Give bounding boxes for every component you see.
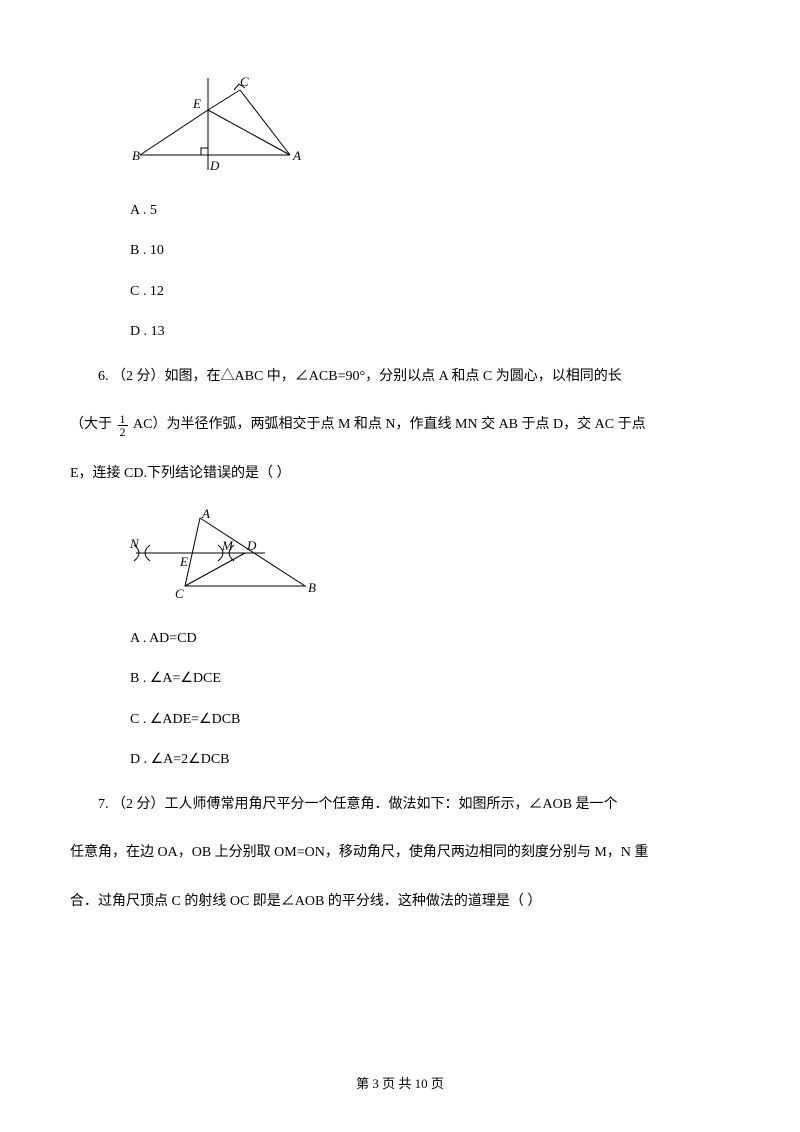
q5-option-a: A . 5: [130, 200, 730, 222]
fig1-svg: B D A E C: [130, 70, 320, 180]
q5-option-b: B . 10: [130, 240, 730, 262]
page-content: B D A E C A . 5 B . 10 C . 12 D . 13 6. …: [0, 0, 800, 976]
page-footer: 第 3 页 共 10 页: [0, 1073, 800, 1092]
fig2-label-C: C: [175, 586, 184, 601]
fig2-label-B: B: [308, 580, 316, 595]
fig2-svg: A N E M D C B: [130, 508, 330, 608]
fig2-label-D: D: [246, 538, 257, 553]
q6-stem-2a: （大于: [70, 417, 116, 432]
fig1-label-C: C: [240, 74, 249, 89]
q6-stem-line3: E，连接 CD.下列结论错误的是（ ）: [70, 459, 730, 490]
q6-stem-line1: 6. （2 分）如图，在△ABC 中，∠ACB=90°，分别以点 A 和点 C …: [70, 362, 730, 393]
q6-stem-2b: AC）为半径作弧，两弧相交于点 M 和点 N，作直线 MN 交 AB 于点 D，…: [130, 417, 646, 432]
figure-triangle-acb: A N E M D C B: [130, 508, 730, 608]
fig2-label-N: N: [130, 536, 140, 551]
fig1-label-E: E: [192, 96, 201, 111]
fig1-label-B: B: [132, 148, 140, 163]
q7-stem-line1: 7. （2 分）工人师傅常用角尺平分一个任意角．做法如下：如图所示，∠AOB 是…: [70, 790, 730, 821]
q6-option-a: A . AD=CD: [130, 628, 730, 650]
frac-num: 1: [118, 413, 128, 426]
q7-stem-line3: 合．过角尺顶点 C 的射线 OC 即是∠AOB 的平分线．这种做法的道理是（ ）: [70, 887, 730, 918]
fig2-label-M: M: [221, 538, 234, 553]
q6-option-b: B . ∠A=∠DCE: [130, 668, 730, 690]
q6-option-c: C . ∠ADE=∠DCB: [130, 709, 730, 731]
fig2-label-E: E: [179, 554, 188, 569]
figure-triangle-bda: B D A E C: [130, 70, 730, 180]
q6-option-d: D . ∠A=2∠DCB: [130, 749, 730, 771]
q6-stem-line2: （大于 12 AC）为半径作弧，两弧相交于点 M 和点 N，作直线 MN 交 A…: [70, 410, 730, 441]
q7-stem-line2: 任意角，在边 OA，OB 上分别取 OM=ON，移动角尺，使角尺两边相同的刻度分…: [70, 838, 730, 869]
fig2-label-A: A: [201, 508, 210, 521]
fig1-label-A: A: [292, 148, 301, 163]
q5-option-d: D . 13: [130, 321, 730, 343]
fraction-half: 12: [118, 413, 128, 438]
frac-den: 2: [118, 426, 128, 438]
fig1-label-D: D: [209, 158, 220, 173]
q5-option-c: C . 12: [130, 281, 730, 303]
